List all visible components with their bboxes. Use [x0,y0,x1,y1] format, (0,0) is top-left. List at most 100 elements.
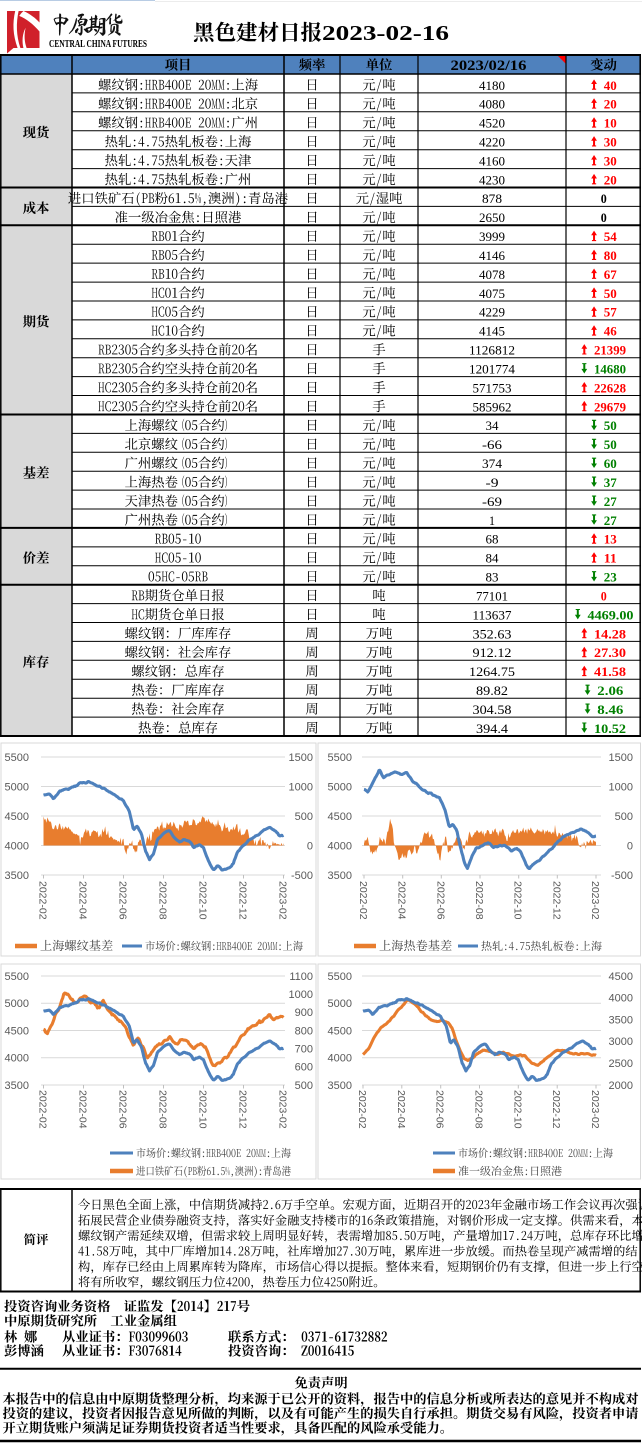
svg-text:89.82: 89.82 [476,683,508,698]
svg-text:84: 84 [486,551,500,566]
svg-text:2500: 2500 [609,1058,633,1070]
svg-text:4000: 4000 [5,840,29,852]
svg-text:8.46: 8.46 [597,702,624,717]
svg-text:-66: -66 [482,437,503,452]
svg-text:394.4: 394.4 [476,721,509,736]
svg-text:29679: 29679 [594,399,626,414]
svg-text:4000: 4000 [609,993,633,1005]
svg-text:1: 1 [489,513,495,528]
svg-text:5500: 5500 [5,752,29,764]
svg-text:27: 27 [604,494,618,509]
svg-text:83: 83 [486,570,499,585]
svg-text:27: 27 [604,513,618,528]
svg-text:0: 0 [601,191,607,206]
svg-text:2000: 2000 [609,1080,633,1092]
svg-text:27.30: 27.30 [594,645,626,660]
svg-text:5000: 5000 [5,998,29,1010]
svg-text:30: 30 [604,153,617,168]
svg-text:2022-08: 2022-08 [157,1090,169,1129]
svg-text:1500: 1500 [609,752,633,764]
svg-text:600: 600 [295,1062,313,1074]
svg-text:34: 34 [486,418,500,433]
svg-text:2022-04: 2022-04 [395,1090,407,1129]
svg-text:2023-02: 2023-02 [589,1090,601,1129]
svg-text:5500: 5500 [5,971,29,983]
svg-text:5500: 5500 [328,971,352,983]
svg-text:878: 878 [482,191,502,206]
svg-text:4500: 4500 [328,811,352,823]
svg-text:CENTRAL CHINA FUTURES: CENTRAL CHINA FUTURES [49,39,147,50]
svg-text:3500: 3500 [5,1080,29,1092]
svg-text:5000: 5000 [328,998,352,1010]
svg-text:50: 50 [604,437,617,452]
svg-text:10.52: 10.52 [594,721,626,736]
svg-text:4000: 4000 [328,840,352,852]
svg-text:4075: 4075 [479,286,505,301]
svg-text:4500: 4500 [328,1025,352,1037]
svg-text:4146: 4146 [479,248,506,263]
svg-text:374: 374 [482,456,503,471]
svg-text:-500: -500 [611,870,633,882]
svg-text:2023-02: 2023-02 [277,881,289,920]
svg-text:800: 800 [295,1025,313,1037]
svg-text:2023-02: 2023-02 [277,1090,289,1129]
svg-text:2022-06: 2022-06 [434,1090,446,1129]
svg-text:37: 37 [604,475,618,490]
svg-text:1126812: 1126812 [469,343,515,358]
svg-text:4220: 4220 [479,135,505,150]
svg-text:2022-08: 2022-08 [473,1090,485,1129]
svg-text:2022-12: 2022-12 [237,1090,249,1129]
svg-text:4145: 4145 [479,324,505,339]
svg-text:5500: 5500 [328,752,352,764]
svg-text:20: 20 [604,97,617,112]
svg-text:1000: 1000 [289,781,313,793]
svg-text:900: 900 [295,1007,313,1019]
svg-text:2022-12: 2022-12 [237,881,249,920]
svg-text:352.63: 352.63 [473,626,512,641]
svg-text:41.58: 41.58 [594,664,627,679]
svg-text:14680: 14680 [594,362,626,377]
svg-text:21399: 21399 [594,343,626,358]
svg-text:2022-02: 2022-02 [357,881,369,920]
svg-text:2022-12: 2022-12 [550,1090,562,1129]
svg-text:2022-04: 2022-04 [396,881,408,920]
svg-text:2022-04: 2022-04 [77,881,89,920]
svg-text:1000: 1000 [609,781,633,793]
svg-text:571753: 571753 [473,380,512,395]
svg-text:0: 0 [601,588,607,603]
svg-text:30: 30 [604,135,617,150]
svg-text:4080: 4080 [479,97,505,112]
svg-text:5000: 5000 [5,781,29,793]
svg-text:10: 10 [604,116,617,131]
svg-text:50: 50 [604,418,617,433]
svg-text:585962: 585962 [473,399,512,414]
svg-text:80: 80 [604,248,617,263]
svg-text:0: 0 [307,840,313,852]
svg-text:20: 20 [604,172,617,187]
svg-text:2022-06: 2022-06 [434,881,446,920]
svg-text:500: 500 [295,811,313,823]
svg-text:3500: 3500 [328,870,352,882]
svg-text:2022-10: 2022-10 [197,881,209,920]
svg-text:2022-02: 2022-02 [37,881,49,920]
svg-text:40: 40 [604,78,617,93]
svg-text:0: 0 [601,210,607,225]
svg-text:3500: 3500 [5,870,29,882]
svg-text:2023-02-16: 2023-02-16 [322,21,449,45]
svg-text:113637: 113637 [473,607,512,622]
svg-text:57: 57 [604,305,618,320]
svg-text:2022-06: 2022-06 [117,1090,129,1129]
svg-text:-69: -69 [482,494,502,509]
svg-text:2.06: 2.06 [597,683,624,698]
svg-text:700: 700 [295,1044,313,1056]
svg-text:1500: 1500 [289,752,313,764]
svg-text:1201774: 1201774 [469,362,516,377]
svg-text:68: 68 [486,532,499,547]
svg-text:67: 67 [604,267,618,282]
svg-text:4520: 4520 [479,116,505,131]
svg-text:304.58: 304.58 [473,702,512,717]
svg-text:22628: 22628 [594,380,626,395]
svg-text:500: 500 [295,1080,313,1092]
svg-text:-9: -9 [486,475,499,490]
svg-text:2022-06: 2022-06 [117,881,129,920]
